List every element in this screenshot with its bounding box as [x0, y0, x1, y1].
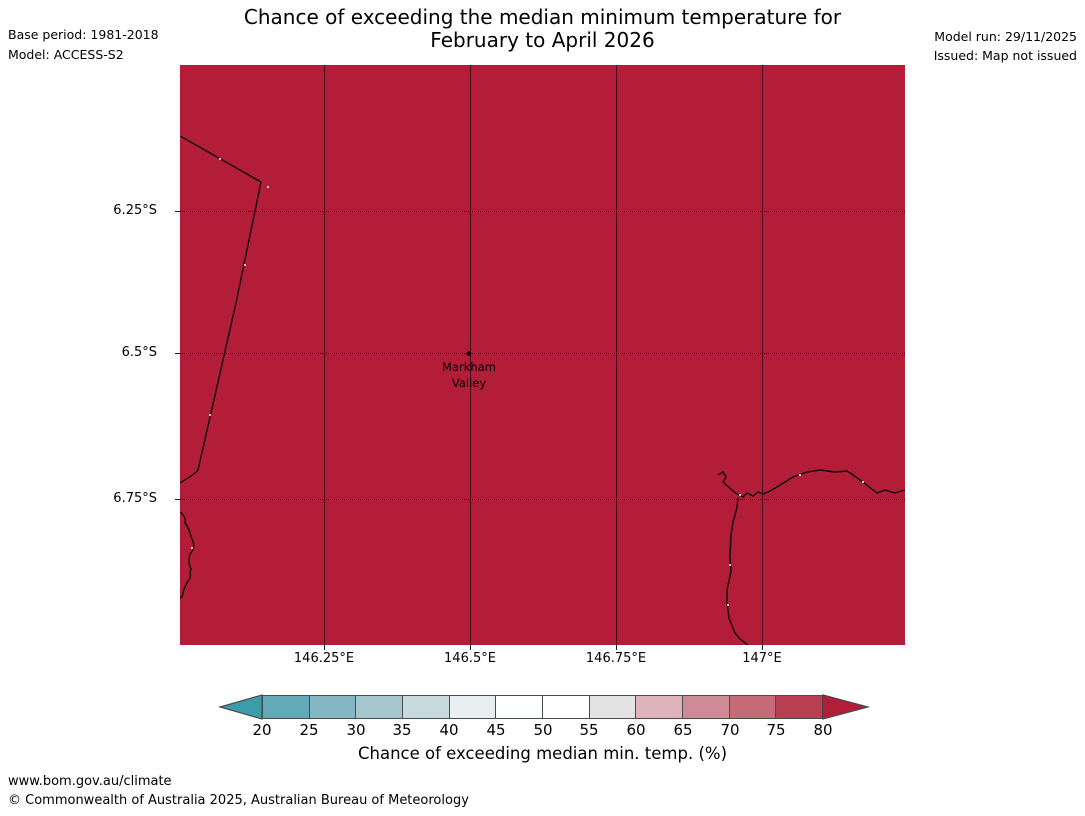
- gridline-146-75e: [616, 65, 617, 645]
- markham-valley-marker-dot: [466, 351, 472, 356]
- x-tickmark: [616, 645, 617, 650]
- colorbar-left-arrow: [218, 694, 263, 720]
- colorbar-tick-label: 25: [299, 721, 319, 739]
- page-title: Chance of exceeding the median minimum t…: [0, 6, 1085, 52]
- gridline-147e: [762, 65, 763, 645]
- y-tickmark: [175, 211, 180, 212]
- base-period-text: Base period: 1981-2018: [8, 27, 159, 42]
- colorbar-tick-label: 60: [626, 721, 646, 739]
- colorbar-segment: [542, 695, 590, 719]
- colorbar-tick-label: 70: [720, 721, 740, 739]
- model-run-text: Model run: 29/11/2025: [934, 29, 1077, 44]
- gridline-146-25e: [324, 65, 325, 645]
- colorbar-segment: [402, 695, 450, 719]
- x-axis-label: 146.75°E: [585, 651, 647, 666]
- markham-valley-label-line2: Valley: [451, 376, 487, 390]
- coastline-northwest: [180, 135, 262, 484]
- y-tickmark: [175, 353, 180, 354]
- colorbar-tick-label: 65: [673, 721, 693, 739]
- colorbar-segment: [262, 695, 310, 719]
- model-name-text: Model: ACCESS-S2: [8, 47, 124, 62]
- colorbar-segment: [775, 695, 824, 719]
- coastline-southwest: [180, 511, 195, 599]
- colorbar-segment: [588, 695, 637, 719]
- colorbar-tick-label: 35: [392, 721, 412, 739]
- colorbar-tick-label: 75: [766, 721, 786, 739]
- run-info-block: Model run: 29/11/2025 Issued: Map not is…: [934, 27, 1077, 65]
- x-axis-label: 146.25°E: [293, 651, 355, 666]
- coastline-east-river: [726, 497, 749, 645]
- colorbar: [262, 695, 824, 719]
- colorbar-segment: [728, 695, 777, 719]
- x-tickmark: [470, 645, 471, 650]
- colorbar-segment: [635, 695, 684, 719]
- x-tickmark: [762, 645, 763, 650]
- footer-url: www.bom.gov.au/climate: [8, 774, 172, 789]
- gridline-6-5s: [180, 353, 905, 354]
- colorbar-segment: [448, 695, 497, 719]
- colorbar-segment: [682, 695, 730, 719]
- colorbar-right-arrow: [822, 694, 871, 720]
- y-tickmark: [175, 499, 180, 500]
- colorbar-tick-label: 45: [486, 721, 506, 739]
- y-axis-label: 6.75°S: [113, 491, 157, 506]
- x-axis-label: 146.5°E: [444, 651, 496, 666]
- colorbar-tick-label: 80: [813, 721, 833, 739]
- colorbar-segment: [355, 695, 404, 719]
- colorbar-tick-label: 55: [579, 721, 599, 739]
- colorbar-caption: Chance of exceeding median min. temp. (%…: [357, 744, 728, 763]
- title-line-1: Chance of exceeding the median minimum t…: [243, 5, 842, 29]
- x-axis-label: 147°E: [742, 651, 782, 666]
- issued-text: Issued: Map not issued: [933, 48, 1077, 63]
- footer-copyright: © Commonwealth of Australia 2025, Austra…: [8, 793, 469, 808]
- colorbar-tick-label: 20: [252, 721, 272, 739]
- model-info-block: Base period: 1981-2018 Model: ACCESS-S2: [8, 25, 159, 65]
- coastline-layer: [180, 135, 905, 645]
- colorbar-segment: [495, 695, 544, 719]
- colorbar-tick-label: 50: [533, 721, 553, 739]
- forecast-map: Markham Valley: [180, 65, 905, 645]
- colorbar-tick-label: 40: [439, 721, 459, 739]
- markham-valley-label-line1: Markham: [442, 360, 496, 374]
- colorbar-tick-label: 30: [346, 721, 366, 739]
- x-tickmark: [324, 645, 325, 650]
- gridline-6-75s: [180, 499, 905, 500]
- gridline-6-25s: [180, 211, 905, 212]
- title-line-2: February to April 2026: [430, 28, 655, 52]
- y-axis-label: 6.5°S: [121, 345, 157, 360]
- coastline-east: [717, 469, 905, 498]
- coastline-speckles: [191, 158, 864, 606]
- y-axis-label: 6.25°S: [113, 203, 157, 218]
- colorbar-segment: [308, 695, 357, 719]
